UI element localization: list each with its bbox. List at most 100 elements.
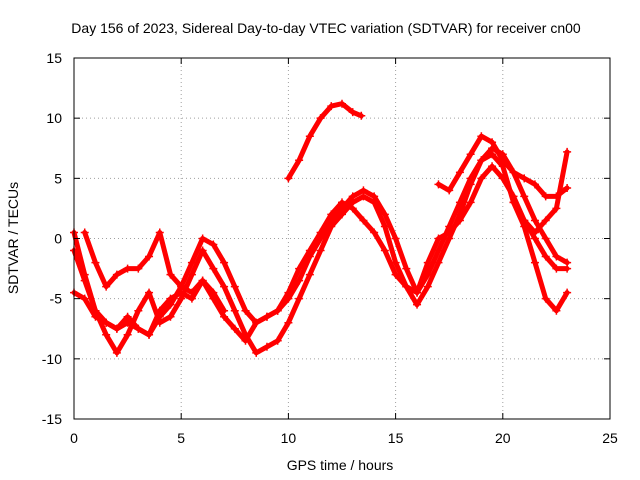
data-point bbox=[91, 258, 100, 267]
data-point bbox=[413, 300, 422, 309]
data-point bbox=[166, 312, 175, 321]
data-point bbox=[520, 192, 529, 201]
data-point bbox=[391, 270, 400, 279]
data-point bbox=[348, 108, 357, 117]
y-tick-label: -10 bbox=[42, 351, 62, 367]
data-point bbox=[316, 246, 325, 255]
data-point bbox=[530, 180, 539, 189]
data-point bbox=[541, 234, 550, 243]
data-point bbox=[563, 288, 572, 297]
series-track-7 bbox=[511, 149, 570, 235]
data-point bbox=[402, 282, 411, 291]
y-tick-label: 15 bbox=[46, 50, 62, 66]
data-point bbox=[455, 198, 464, 207]
data-point bbox=[327, 210, 336, 219]
data-point bbox=[305, 246, 314, 255]
data-point bbox=[198, 276, 207, 285]
data-point bbox=[273, 336, 282, 345]
data-point bbox=[423, 258, 432, 267]
x-axis-label: GPS time / hours bbox=[287, 457, 394, 473]
chart-title: Day 156 of 2023, Sidereal Day-to-day VTE… bbox=[71, 20, 581, 36]
data-point bbox=[316, 228, 325, 237]
data-point bbox=[380, 246, 389, 255]
data-point bbox=[563, 183, 572, 192]
data-point bbox=[284, 174, 293, 183]
data-point bbox=[541, 192, 550, 201]
data-point bbox=[477, 132, 486, 141]
data-point bbox=[530, 228, 539, 237]
data-point bbox=[198, 234, 207, 243]
data-point bbox=[498, 156, 507, 165]
data-point bbox=[391, 234, 400, 243]
data-point bbox=[552, 204, 561, 213]
y-tick-label: 0 bbox=[54, 231, 62, 247]
data-point bbox=[284, 318, 293, 327]
data-point bbox=[112, 270, 121, 279]
y-axis-label: SDTVAR / TECUs bbox=[5, 182, 21, 294]
series-track-4 bbox=[82, 230, 227, 314]
x-tick-label: 10 bbox=[281, 430, 297, 446]
data-point bbox=[434, 180, 443, 189]
data-point bbox=[316, 114, 325, 123]
data-point bbox=[509, 168, 518, 177]
y-tick-label: 5 bbox=[54, 170, 62, 186]
data-point bbox=[327, 102, 336, 111]
data-point bbox=[262, 342, 271, 351]
data-point bbox=[177, 282, 186, 291]
data-point bbox=[338, 198, 346, 207]
data-series bbox=[70, 99, 572, 357]
x-tick-label: 0 bbox=[70, 430, 78, 446]
x-tick-label: 20 bbox=[495, 430, 511, 446]
data-point bbox=[466, 174, 475, 183]
data-point bbox=[357, 111, 366, 120]
data-point bbox=[541, 216, 550, 225]
y-tick-label: -5 bbox=[50, 291, 63, 307]
data-point bbox=[380, 210, 389, 219]
data-point bbox=[488, 162, 497, 171]
data-point bbox=[295, 294, 304, 303]
data-point bbox=[134, 324, 143, 333]
data-point bbox=[530, 216, 539, 225]
data-point bbox=[230, 282, 239, 291]
data-point bbox=[541, 294, 550, 303]
data-point bbox=[80, 276, 89, 285]
x-tick-label: 15 bbox=[388, 430, 404, 446]
data-point bbox=[241, 306, 250, 315]
data-point bbox=[123, 264, 132, 273]
data-point bbox=[520, 216, 529, 225]
data-point bbox=[434, 234, 443, 243]
data-point bbox=[123, 312, 132, 321]
data-point bbox=[563, 147, 572, 156]
data-point bbox=[295, 264, 304, 273]
data-point bbox=[155, 228, 164, 237]
data-point bbox=[466, 198, 475, 207]
data-point bbox=[102, 282, 111, 291]
data-point bbox=[209, 288, 218, 297]
data-point bbox=[187, 288, 196, 297]
data-point bbox=[241, 336, 250, 345]
data-point bbox=[209, 240, 218, 249]
data-point bbox=[102, 318, 111, 327]
data-point bbox=[295, 156, 304, 165]
data-point bbox=[134, 264, 143, 273]
data-point bbox=[552, 252, 561, 261]
data-point bbox=[284, 288, 293, 297]
data-point bbox=[455, 168, 464, 177]
data-point bbox=[488, 138, 497, 147]
data-point bbox=[145, 330, 154, 339]
data-point bbox=[166, 294, 175, 303]
data-point bbox=[155, 306, 164, 315]
axis-ticks: 0 5 10 15 20 25 -15 -10 -5 0 5 10 15 bbox=[42, 50, 618, 446]
data-point bbox=[509, 198, 518, 207]
series-track-5 bbox=[285, 101, 364, 181]
data-point bbox=[455, 216, 464, 225]
data-point bbox=[145, 252, 154, 261]
data-point bbox=[466, 150, 475, 159]
data-point bbox=[230, 324, 239, 333]
x-tick-label: 5 bbox=[177, 430, 185, 446]
data-point bbox=[445, 186, 454, 195]
data-point bbox=[423, 282, 432, 291]
data-point bbox=[445, 228, 454, 237]
data-point bbox=[348, 192, 357, 201]
data-point bbox=[209, 264, 218, 273]
